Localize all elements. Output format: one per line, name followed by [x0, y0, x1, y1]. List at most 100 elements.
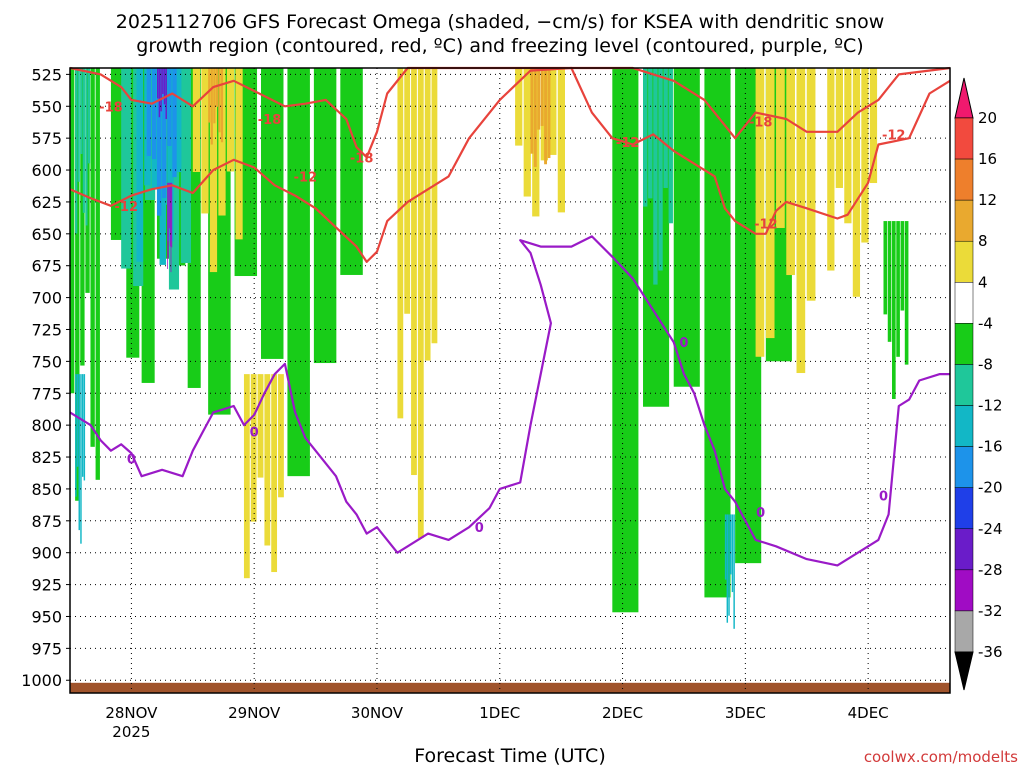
- y-tick-label: 700: [31, 289, 62, 308]
- omega-cell: [170, 182, 172, 273]
- omega-cell: [215, 68, 218, 107]
- x-tick-label: 1DEC: [479, 704, 520, 722]
- omega-cell: [547, 68, 551, 159]
- omega-cell: [83, 374, 86, 481]
- omega-cell: [313, 68, 337, 364]
- contour-labels: -18 -18 -18 -12 -12 -12 -12 -18 -12 0 0 0 0 0 0: [99, 100, 905, 536]
- omega-cell: [549, 68, 557, 155]
- colorbar-swatch: [954, 610, 974, 653]
- contour-label: 0: [250, 426, 259, 441]
- omega-cell: [81, 374, 84, 477]
- omega-cell: [892, 221, 896, 399]
- omega-cell: [776, 68, 785, 228]
- omega-cell: [733, 514, 735, 629]
- y-tick-label: 650: [31, 225, 62, 244]
- omega-cell: [82, 68, 85, 213]
- omega-cell: [77, 68, 80, 182]
- omega-cell: [411, 68, 417, 476]
- y-tick-label: 800: [31, 416, 62, 435]
- omega-cell: [668, 68, 673, 224]
- omega-cell: [724, 514, 727, 580]
- contour-label: 0: [879, 489, 888, 504]
- omega-cell: [257, 374, 264, 478]
- omega-cell: [174, 68, 182, 173]
- y-tick-label: 600: [31, 161, 62, 180]
- omega-cell: [80, 68, 85, 366]
- omega-cell: [704, 68, 731, 598]
- y-tick-label: 675: [31, 257, 62, 276]
- colorbar-swatch: [954, 199, 974, 242]
- omega-cell: [156, 68, 162, 216]
- omega-cell: [110, 68, 124, 240]
- omega-cell: [80, 374, 82, 544]
- y-tick-label: 950: [31, 607, 62, 626]
- y-tick-label: 575: [31, 129, 62, 148]
- omega-cell: [218, 68, 221, 133]
- title-line-2: growth region (contoured, red, ºC) and f…: [136, 35, 863, 57]
- omega-cell: [162, 68, 164, 95]
- omega-cell: [151, 68, 157, 160]
- omega-cell: [515, 68, 523, 146]
- omega-cell: [530, 68, 534, 154]
- x-tick-label: 2DEC: [602, 704, 643, 722]
- colorbar-label: 16: [978, 150, 997, 168]
- omega-cell: [844, 68, 852, 224]
- omega-cell: [544, 68, 548, 165]
- omega-cell: [852, 68, 861, 297]
- contour-label: 0: [756, 506, 765, 521]
- colorbar-label: -24: [978, 520, 1003, 538]
- omega-cell: [235, 68, 243, 240]
- y-tick-label: 875: [31, 512, 62, 531]
- omega-cell: [220, 68, 224, 143]
- omega-cell: [210, 68, 213, 145]
- title-line-1: 2025112706 GFS Forecast Omega (shaded, −…: [116, 11, 885, 33]
- contour-label: -18: [99, 100, 123, 115]
- y-tick-label: 825: [31, 448, 62, 467]
- omega-cell: [172, 68, 177, 178]
- contour-label: -12: [882, 128, 906, 143]
- omega-cell: [648, 68, 653, 199]
- omega-cell: [533, 68, 537, 167]
- omega-cell: [673, 68, 700, 387]
- credit-label: coolwx.com/modelts: [864, 748, 1018, 766]
- contour-label: 0: [475, 521, 484, 536]
- omega-cell: [160, 68, 162, 112]
- colorbar-label: -12: [978, 397, 1003, 415]
- omega-cell: [731, 514, 734, 593]
- omega-cell: [900, 221, 905, 311]
- omega-cell: [424, 68, 431, 361]
- freezing-level-contour: [69, 235, 950, 567]
- y-tick-label: 550: [31, 97, 62, 116]
- colorbar-label: -20: [978, 479, 1003, 497]
- omega-cell: [612, 68, 639, 613]
- omega-cell: [278, 374, 284, 498]
- contour-label: -18: [749, 116, 773, 131]
- omega-cell: [78, 374, 80, 531]
- colorbar-bottom-arrow: [954, 651, 974, 691]
- contour-lines: [69, 66, 951, 567]
- omega-cell: [180, 68, 191, 263]
- omega-cell: [726, 514, 729, 623]
- colorbar-swatch: [954, 364, 974, 406]
- omega-cell: [431, 68, 438, 344]
- colorbar: 20 16 12 8 4 -4 -8 -12 -16 -20 -24 -28 -32 -36: [954, 77, 1003, 691]
- x-tick-sublabel: 2025: [112, 723, 150, 741]
- omega-cell: [76, 374, 79, 467]
- y-tick-label: 725: [31, 320, 62, 339]
- contour-label: -12: [616, 136, 640, 151]
- omega-cell: [201, 68, 209, 214]
- omega-cell: [417, 68, 424, 539]
- omega-cell: [167, 68, 174, 242]
- contour-label: -12: [294, 170, 318, 185]
- x-tick-label: 29NOV: [228, 704, 281, 722]
- omega-cell: [75, 68, 80, 501]
- colorbar-label: -32: [978, 602, 1003, 620]
- contour-label: -18: [350, 151, 374, 166]
- omega-cell: [158, 68, 161, 118]
- omega-cell: [70, 68, 75, 394]
- contour-label: 0: [127, 452, 136, 467]
- plot-frame: [69, 67, 951, 694]
